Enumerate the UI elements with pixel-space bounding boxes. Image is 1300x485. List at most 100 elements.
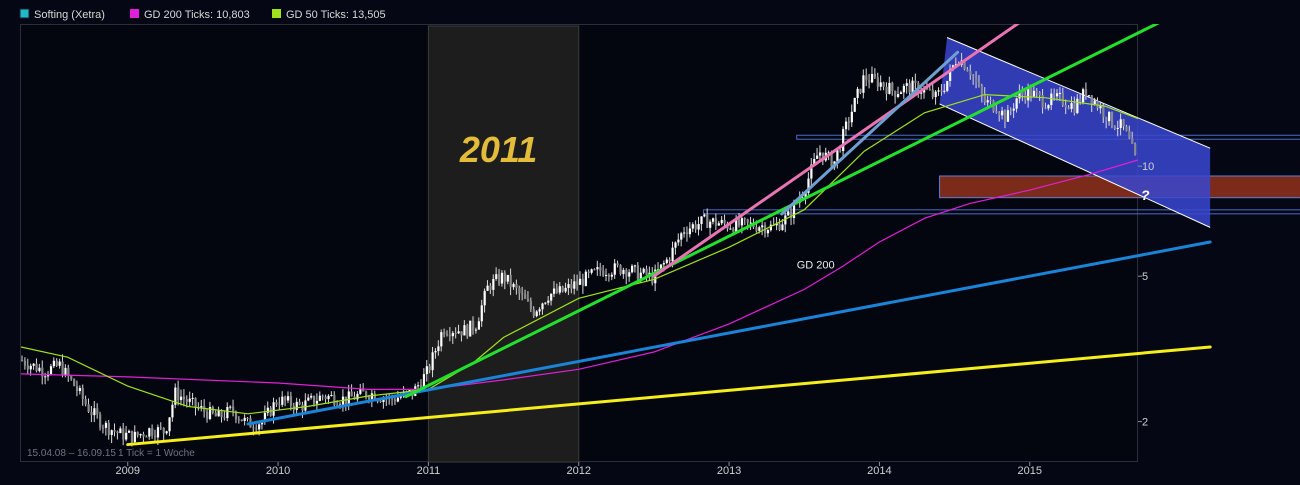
candle-body xyxy=(711,218,715,222)
candle-body xyxy=(26,365,29,370)
candle-body xyxy=(1064,104,1067,108)
candle-body xyxy=(839,150,842,152)
candle-body xyxy=(943,90,946,92)
candle-body xyxy=(836,150,839,162)
candle-body xyxy=(307,397,310,401)
candle-body xyxy=(96,408,99,415)
candle-body xyxy=(980,85,984,95)
candle-body xyxy=(434,351,437,353)
candle-body xyxy=(954,64,958,66)
candle-body xyxy=(503,272,507,282)
x-tick-label: 2011 xyxy=(417,465,441,477)
candle-body xyxy=(382,398,385,403)
candle-body xyxy=(451,332,454,337)
channel-fill xyxy=(939,37,1211,228)
candle-body xyxy=(697,224,700,230)
candle-body xyxy=(972,75,975,78)
candle-body xyxy=(977,82,981,86)
x-tick-label: 2014 xyxy=(867,465,891,477)
candle-body xyxy=(587,271,590,273)
candle-body xyxy=(148,428,151,437)
candle-body xyxy=(790,211,793,219)
candle-body xyxy=(500,272,504,284)
candle-body xyxy=(255,428,258,430)
candle-body xyxy=(1058,92,1062,94)
candle-body xyxy=(457,331,460,334)
candle-body xyxy=(1122,119,1125,127)
candle-body xyxy=(312,395,316,404)
candle-body xyxy=(376,400,379,402)
candle-body xyxy=(694,224,697,230)
candle-body xyxy=(483,290,486,306)
candle-body xyxy=(208,407,212,419)
candle-body xyxy=(879,82,882,87)
candle-body xyxy=(1015,98,1018,109)
candle-body xyxy=(995,111,998,113)
candle-body xyxy=(237,419,241,421)
candle-body xyxy=(472,320,475,330)
candle-body xyxy=(168,417,171,432)
legend-item-gd50[interactable]: GD 50 Ticks: 13,505 xyxy=(272,9,386,21)
candle-body xyxy=(41,367,44,377)
candle-body xyxy=(1093,100,1096,105)
candle-body xyxy=(807,178,810,193)
candle-body xyxy=(162,427,165,434)
y-tick-label: 5 xyxy=(1142,271,1148,283)
candle-body xyxy=(619,265,622,275)
legend-item-gd200[interactable]: GD 200 Ticks: 10,803 xyxy=(130,9,250,21)
candle-body xyxy=(792,202,796,219)
candle-body xyxy=(373,393,376,401)
candle-body xyxy=(541,303,544,310)
candle-body xyxy=(67,367,70,376)
candle-body xyxy=(350,391,353,397)
candle-body xyxy=(177,387,180,401)
channel-lower-line xyxy=(939,103,1211,228)
candle-body xyxy=(119,428,122,434)
candle-body xyxy=(469,320,472,337)
candle-body xyxy=(659,264,663,270)
candle-body xyxy=(1099,106,1102,109)
candle-body xyxy=(477,321,480,330)
candle-body xyxy=(1032,90,1036,97)
candle-body xyxy=(1079,98,1082,103)
candle-body xyxy=(356,393,359,400)
candle-body xyxy=(246,417,249,419)
candle-body xyxy=(680,233,683,240)
candle-body xyxy=(584,271,587,286)
candle-body xyxy=(593,269,596,271)
candle-body xyxy=(243,417,246,422)
candle-body xyxy=(107,422,110,435)
candle-body xyxy=(665,259,668,264)
candle-body xyxy=(156,427,160,438)
candle-body xyxy=(633,265,637,267)
candle-body xyxy=(986,100,989,103)
candle-body xyxy=(1116,127,1119,129)
legend-item-softing[interactable]: Softing (Xetra) xyxy=(19,8,105,21)
candle-body xyxy=(75,385,79,391)
candle-body xyxy=(474,329,478,331)
candle-body xyxy=(1041,95,1044,108)
legend: Softing (Xetra) GD 200 Ticks: 10,803 GD … xyxy=(19,8,386,21)
candle-body xyxy=(1027,87,1030,101)
candle-body xyxy=(651,272,654,284)
candle-body xyxy=(145,436,148,438)
candle-body xyxy=(101,427,105,429)
pink-trend-line xyxy=(652,24,1020,278)
candle-body xyxy=(165,431,168,434)
candle-body xyxy=(113,430,116,432)
candle-body xyxy=(668,259,671,262)
candle-body xyxy=(1076,98,1079,114)
candle-body xyxy=(310,395,313,398)
candle-body xyxy=(489,285,492,290)
candle-body xyxy=(492,278,495,290)
x-tick-label: 2010 xyxy=(266,465,290,477)
candle-body xyxy=(379,400,382,403)
trendlines-layer xyxy=(126,24,1212,447)
candle-body xyxy=(1131,138,1134,144)
candle-body xyxy=(174,387,177,405)
candle-body xyxy=(81,387,84,400)
candle-body xyxy=(868,80,871,83)
candle-body xyxy=(856,88,859,98)
candle-body xyxy=(555,288,559,293)
candle-body xyxy=(206,411,209,419)
